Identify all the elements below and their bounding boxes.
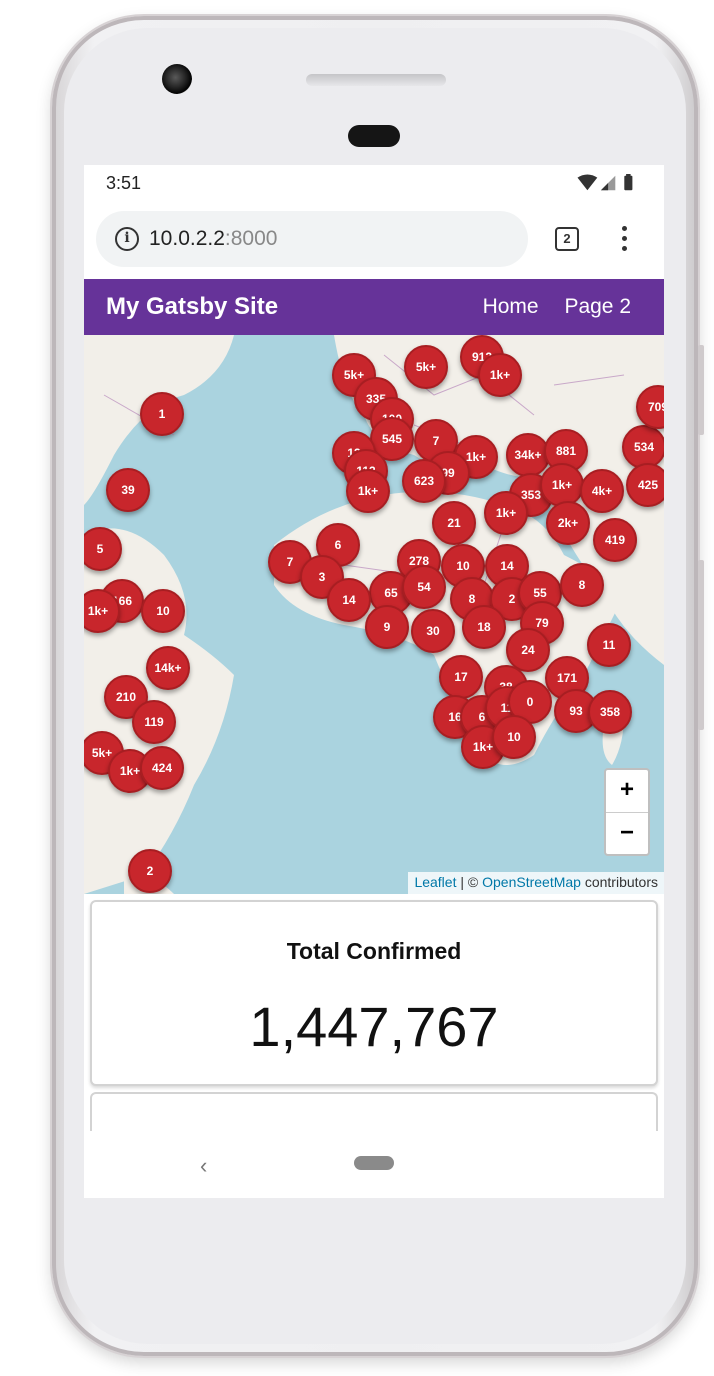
map-cluster-marker[interactable]: 10 [141, 589, 185, 633]
map-cluster-marker[interactable]: 1k+ [346, 469, 390, 513]
map-cluster-marker[interactable]: 534 [622, 425, 664, 469]
osm-link[interactable]: OpenStreetMap [482, 874, 581, 890]
card-title: Total Confirmed [286, 938, 462, 964]
site-header: My Gatsby Site Home Page 2 [84, 279, 664, 335]
url-bar[interactable]: i 10.0.2.2:8000 [96, 211, 528, 267]
site-title[interactable]: My Gatsby Site [106, 293, 279, 320]
nav-page2-link[interactable]: Page 2 [564, 295, 631, 318]
site-nav: Home Page 2 [463, 295, 631, 319]
battery-icon [624, 175, 633, 191]
power-button [698, 345, 704, 435]
map-cluster-marker[interactable]: 14k+ [146, 646, 190, 690]
map-cluster-marker[interactable]: 1k+ [484, 491, 528, 535]
home-pill-icon[interactable] [354, 1156, 394, 1170]
map-cluster-marker[interactable]: 1k+ [84, 589, 120, 633]
map-cluster-marker[interactable]: 5k+ [404, 345, 448, 389]
status-bar: 3:51 [84, 165, 664, 201]
map-cluster-marker[interactable]: 4k+ [580, 469, 624, 513]
zoom-in-button[interactable]: + [619, 776, 634, 803]
earpiece [348, 125, 400, 147]
speaker-grill [306, 74, 446, 86]
status-time: 3:51 [106, 173, 142, 193]
map-cluster-marker[interactable]: 419 [593, 518, 637, 562]
map-cluster-marker[interactable]: 2 [128, 849, 172, 893]
card-value: 1,447,767 [249, 995, 499, 1058]
wifi-icon [577, 174, 598, 191]
map-cluster-marker[interactable]: 39 [106, 468, 150, 512]
map-cluster-marker[interactable]: 424 [140, 746, 184, 790]
map-cluster-marker[interactable]: 30 [411, 609, 455, 653]
info-icon[interactable]: i [115, 227, 139, 251]
map-cluster-marker[interactable]: 1 [140, 392, 184, 436]
map-cluster-marker[interactable]: 119 [132, 700, 176, 744]
nav-home-link[interactable]: Home [482, 295, 539, 318]
map-cluster-marker[interactable]: 2k+ [546, 501, 590, 545]
menu-more-icon[interactable] [620, 226, 628, 254]
map-cluster-marker[interactable]: 623 [402, 459, 446, 503]
total-confirmed-card: Total Confirmed 1,447,767 [90, 900, 658, 1086]
map-cluster-marker[interactable]: 5 [84, 527, 122, 571]
leaflet-link[interactable]: Leaflet [414, 874, 457, 890]
map-cluster-marker[interactable]: 10 [492, 715, 536, 759]
map-cluster-marker[interactable]: 9 [365, 605, 409, 649]
map-cluster-marker[interactable]: 18 [462, 605, 506, 649]
map-cluster-marker[interactable]: 21 [432, 501, 476, 545]
tab-switcher-button[interactable]: 2 [555, 227, 579, 251]
screen: 3:51 i 10.0.2.2:8000 2 My Gatsby Site Ho… [84, 165, 664, 1198]
android-nav-bar: ‹ [84, 1131, 664, 1198]
map-cluster-marker[interactable]: 14 [327, 578, 371, 622]
status-icons [577, 174, 633, 191]
front-camera-icon [162, 64, 192, 94]
map-cluster-marker[interactable]: 24 [506, 628, 550, 672]
map-cluster-marker[interactable]: 8 [560, 563, 604, 607]
map-cluster-marker[interactable]: 1k+ [478, 353, 522, 397]
map-cluster-marker[interactable]: 11 [587, 623, 631, 667]
map-cluster-marker[interactable]: 17 [439, 655, 483, 699]
zoom-out-button[interactable]: − [606, 812, 648, 854]
map[interactable]: 5k+ 5k+ 912 1k+ 335 100 545 7 1k+ 34k+ 8… [84, 335, 664, 894]
map-cluster-marker[interactable]: 54 [402, 565, 446, 609]
map-cluster-marker[interactable]: 709 [636, 385, 664, 429]
map-attribution: Leaflet | © OpenStreetMap contributors [408, 872, 664, 894]
zoom-control: + − [604, 768, 650, 856]
map-cluster-marker[interactable]: 14 [485, 544, 529, 588]
back-chevron-icon[interactable]: ‹ [200, 1153, 208, 1178]
map-cluster-marker[interactable]: 1k+ [540, 463, 584, 507]
url-text[interactable]: 10.0.2.2:8000 [149, 227, 278, 250]
map-cluster-marker[interactable]: 425 [626, 463, 664, 507]
map-cluster-marker[interactable]: 358 [588, 690, 632, 734]
volume-button [698, 560, 704, 730]
